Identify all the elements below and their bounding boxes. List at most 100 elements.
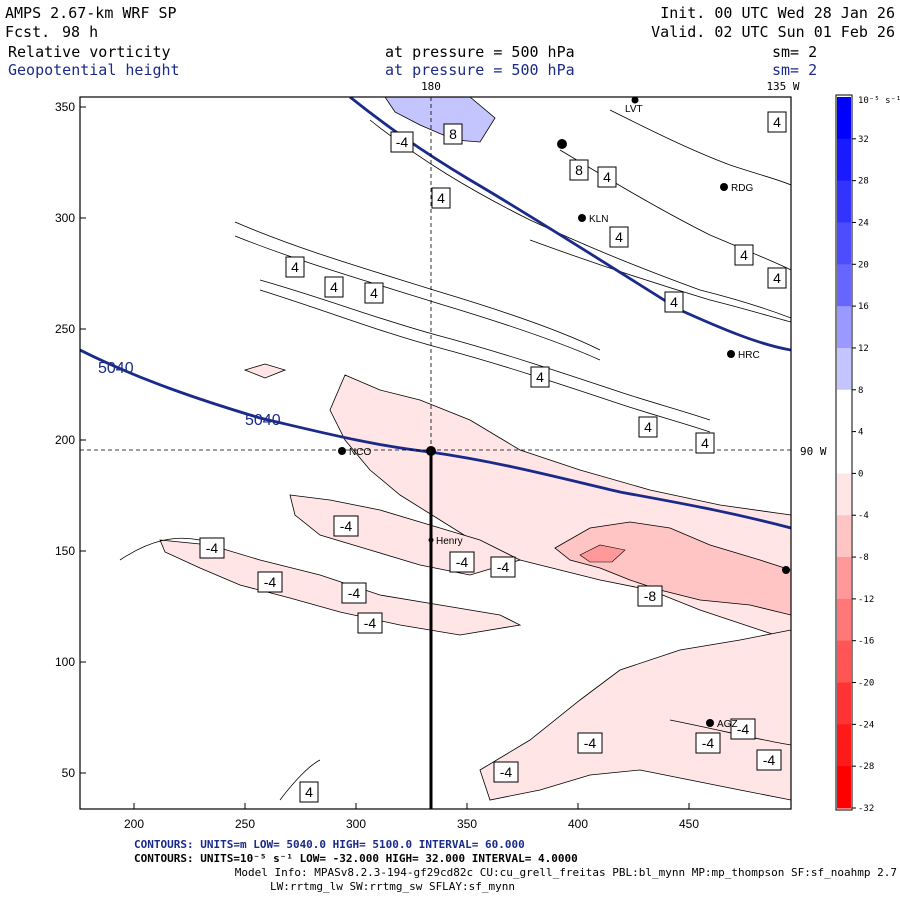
negative-vorticity-core [579,544,626,563]
lon-label-90w: 90 W [800,445,827,458]
svg-text:NCO: NCO [349,447,371,458]
svg-text:350: 350 [457,817,477,831]
contour-label-box: -4 [490,556,516,578]
station-nco: NCO [338,447,371,458]
field-vorticity: Relative vorticity [8,43,171,61]
colorbar-swatch [837,724,851,767]
svg-text:4: 4 [615,229,623,245]
vorticity-contour-neg-west [119,537,201,561]
svg-text:-4: -4 [497,559,510,575]
contour-label-box: -4 [695,732,721,754]
svg-text:300: 300 [346,817,366,831]
svg-text:-4: -4 [763,752,776,768]
contour-label-box: -4 [493,761,519,783]
svg-text:8: 8 [575,162,583,178]
contour-label-box: 4 [530,366,550,388]
y-axis: 350 300 250 200 150 100 50 [55,100,86,780]
contour-label-box: 4 [609,226,629,248]
height-label-5040-central: 5040 [245,412,281,429]
contour-label-box: -4 [341,582,367,604]
colorbar-swatch [837,97,851,140]
colorbar-label: -28 [858,762,874,772]
svg-text:LVT: LVT [625,104,643,115]
colorbar-label: 32 [858,135,869,145]
svg-text:250: 250 [55,322,75,336]
vorticity-contour-4b2 [259,289,711,433]
contour-label-box: 4 [299,781,319,803]
vorticity-contour-4f [609,109,791,186]
colorbar-label: -16 [858,637,874,647]
contour-label-box: 4 [767,111,787,133]
svg-text:400: 400 [568,817,588,831]
svg-text:4: 4 [773,270,781,286]
colorbar-swatch [837,766,851,809]
colorbar-label: 8 [858,386,863,396]
init-time: Init. 00 UTC Wed 28 Jan 26 [660,4,895,22]
contour-label-box: -4 [449,551,475,573]
svg-text:4: 4 [603,169,611,185]
contour-label-box: 4 [431,187,451,209]
pole-marker [426,446,436,456]
stations: LVT RDG KLN HRC NCO Henry AGZ [338,96,790,730]
colorbar-swatch [837,682,851,725]
colorbar-swatch [837,557,851,600]
station-henry: Henry [428,536,463,547]
colorbar-swatch [837,640,851,684]
svg-text:-8: -8 [644,588,657,604]
svg-text:50: 50 [62,766,76,780]
svg-text:200: 200 [55,433,75,447]
contour-label-box: 4 [734,244,754,266]
contour-label-box: -4 [257,571,283,593]
svg-text:RDG: RDG [731,183,753,194]
colorbar-swatch [837,138,851,182]
svg-text:350: 350 [55,100,75,114]
colorbar-label: -24 [858,720,874,730]
colorbar-label: -4 [858,511,869,521]
svg-text:-4: -4 [264,574,277,590]
colorbar-label: -32 [858,804,874,814]
svg-text:200: 200 [124,817,144,831]
contour-label-box: -4 [357,612,383,634]
forecast-label: Fcst. [5,23,50,41]
pressure-vorticity: at pressure = 500 hPa [385,43,575,61]
lon-label-180: 180 [421,80,441,93]
footer-model-info-2: LW:rrtmg_lw SW:rrtmg_sw SFLAY:sf_mynn [270,880,515,893]
height-label-5040-west: 5040 [98,360,134,377]
svg-text:4: 4 [291,259,299,275]
colorbar-label: -8 [858,553,869,563]
svg-text:-4: -4 [340,518,353,534]
svg-text:4: 4 [773,114,781,130]
svg-text:-4: -4 [396,134,409,150]
svg-text:-4: -4 [364,615,377,631]
colorbar-label: 16 [858,302,869,312]
svg-text:4: 4 [370,285,378,301]
vorticity-contour-4b [259,279,711,421]
svg-text:4: 4 [437,190,445,206]
colorbar-label: 20 [858,260,869,270]
lon-label-135w: 135 W [766,80,799,93]
station-lvt: LVT [625,96,643,115]
svg-text:4: 4 [305,784,313,800]
svg-text:-4: -4 [737,721,750,737]
contour-label-box: -4 [199,537,225,559]
valid-time: Valid. 02 UTC Sun 01 Feb 26 [651,23,895,41]
plot-frame [79,96,792,810]
colorbar-label: -12 [858,595,874,605]
model-title: AMPS 2.67-km WRF SP [5,4,177,22]
svg-text:100: 100 [55,655,75,669]
colorbar-label: 24 [858,218,869,228]
vorticity-contour-4d [529,239,791,323]
svg-text:4: 4 [644,419,652,435]
svg-text:4: 4 [536,369,544,385]
svg-text:4: 4 [701,435,709,451]
svg-text:Henry: Henry [436,536,463,547]
negative-vorticity-small [243,363,287,379]
contour-label-box: 4 [285,256,305,278]
contour-label-box: 4 [364,282,384,304]
contour-label-box: 4 [664,291,684,313]
station-kln: KLN [578,214,608,225]
negative-vorticity-strong [554,521,791,616]
negative-vorticity-area-south [479,629,791,801]
svg-text:150: 150 [55,544,75,558]
